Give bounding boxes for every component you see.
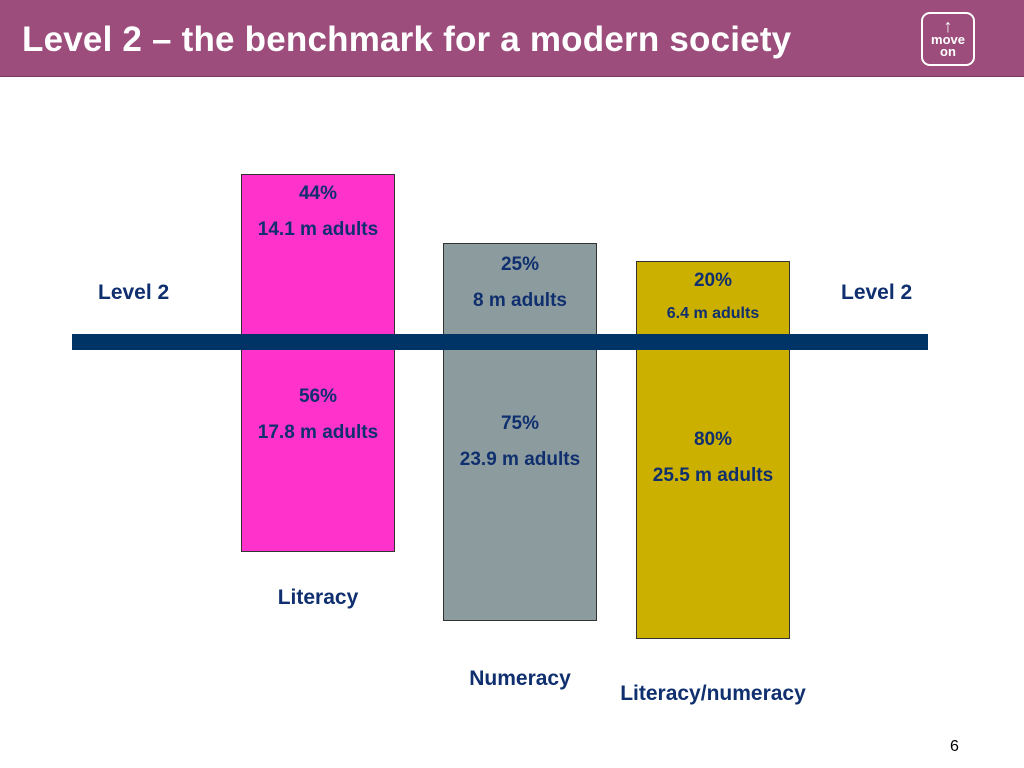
percent-label: 75% <box>500 413 540 434</box>
logo-text-line2: on <box>940 44 956 59</box>
bar-upper-label: 20% 6.4 m adults <box>648 267 778 327</box>
bar-upper-numeracy <box>443 243 597 336</box>
header-bar <box>0 0 1024 76</box>
slide-title: Level 2 – the benchmark for a modern soc… <box>22 20 792 59</box>
adults-label: 23.9 m adults <box>459 449 581 470</box>
percent-label: 44% <box>298 183 338 204</box>
level-2-label-right: Level 2 <box>841 281 913 304</box>
category-label: Numeracy <box>469 667 571 690</box>
bar-lower-literacy <box>241 348 395 552</box>
level-2-divider <box>72 334 928 350</box>
bar-lower-numeracy <box>443 348 597 621</box>
bar-lower-label: 56% 17.8 m adults <box>253 383 383 446</box>
adults-label: 25.5 m adults <box>652 465 774 486</box>
adults-label: 17.8 m adults <box>257 422 379 443</box>
level-2-label-left: Level 2 <box>98 281 170 304</box>
logo-text: move on <box>923 32 973 59</box>
bar-upper-literacy-numeracy <box>636 261 790 336</box>
bar-upper-label: 25% 8 m adults <box>455 251 585 314</box>
adults-label: 8 m adults <box>473 290 567 311</box>
bar-lower-label: 75% 23.9 m adults <box>455 410 585 473</box>
page-number: 6 <box>950 738 959 755</box>
percent-label: 56% <box>298 386 338 407</box>
category-label: Literacy/numeracy <box>620 682 806 705</box>
percent-label: 80% <box>693 429 733 450</box>
category-label: Literacy <box>277 586 359 609</box>
move-on-logo: ↑ move on <box>921 12 975 66</box>
bar-lower-literacy-numeracy <box>636 348 790 639</box>
percent-label: 20% <box>693 270 733 291</box>
adults-label: 6.4 m adults <box>666 305 760 322</box>
adults-label: 14.1 m adults <box>257 219 379 240</box>
bar-upper-literacy <box>241 174 395 336</box>
header-divider <box>0 76 1024 77</box>
bar-lower-label: 80% 25.5 m adults <box>648 426 778 489</box>
percent-label: 25% <box>500 254 540 275</box>
logo-text-line1: move <box>931 32 965 47</box>
bar-upper-label: 44% 14.1 m adults <box>253 180 383 243</box>
up-arrow-icon: ↑ <box>943 16 953 36</box>
